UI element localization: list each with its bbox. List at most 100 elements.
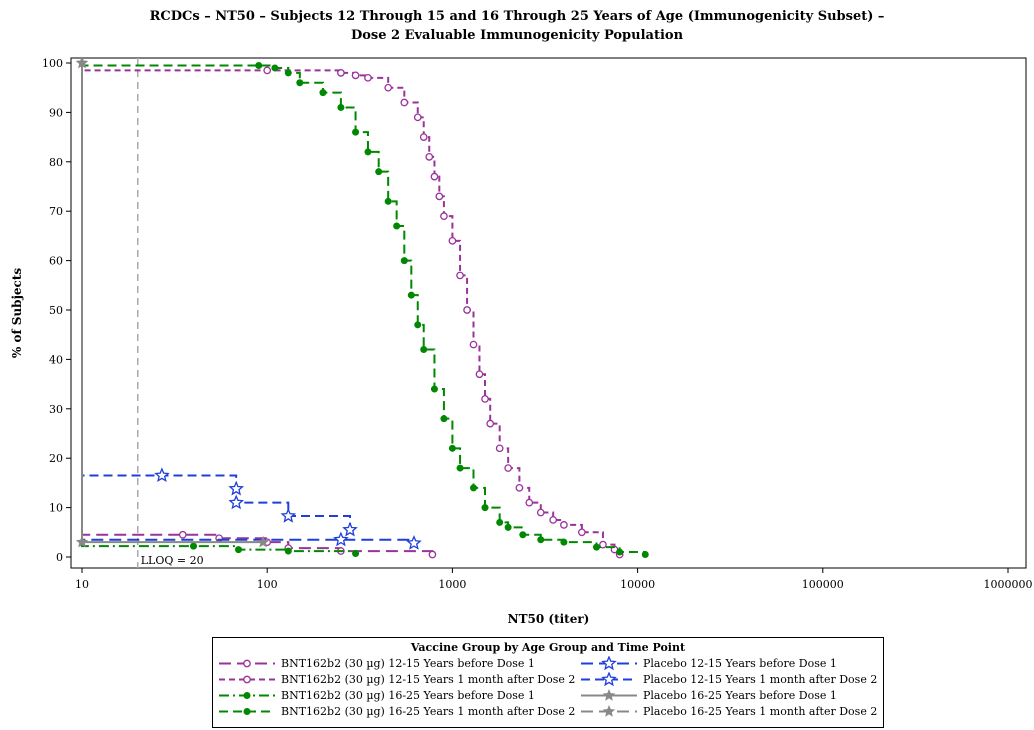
data-point [428, 550, 437, 559]
y-tick-label: 100 [42, 57, 63, 70]
data-point [400, 257, 408, 265]
legend: Vaccine Group by Age Group and Time Poin… [212, 637, 884, 728]
legend-label: Placebo 12-15 Years before Dose 1 [643, 657, 837, 670]
x-tick-label: 10000 [620, 578, 655, 591]
legend-label: Placebo 12-15 Years 1 month after Dose 2 [643, 673, 878, 686]
chart-title-line2: Dose 2 Evaluable Immunogenicity Populati… [350, 28, 684, 43]
data-point [456, 271, 464, 280]
data-point [560, 521, 568, 529]
plot-frame [70, 57, 1027, 569]
data-point [601, 656, 617, 671]
data-point [413, 113, 422, 122]
chart-title-line1: RCDCs – NT50 – Subjects 12 Through 15 an… [149, 9, 885, 24]
series-line [81, 63, 434, 555]
data-point [243, 675, 251, 684]
y-tick-label: 0 [56, 551, 63, 564]
legend-label: Placebo 16-25 Years before Dose 1 [643, 689, 837, 702]
data-point [549, 516, 558, 524]
data-point [228, 494, 244, 510]
data-point [154, 467, 170, 483]
legend-label: BNT162b2 (30 µg) 16-25 Years 1 month aft… [281, 705, 576, 718]
series-line [81, 63, 621, 555]
y-tick-label: 60 [49, 255, 63, 268]
data-point [342, 521, 358, 537]
y-tick-label: 40 [49, 353, 63, 366]
x-tick-label: 1000 [438, 578, 466, 591]
data-point [333, 531, 349, 547]
data-point [255, 61, 263, 69]
data-point [519, 531, 527, 539]
y-tick-label: 90 [49, 106, 63, 119]
data-point [280, 507, 297, 523]
x-tick-label: 10 [75, 578, 89, 591]
data-point [430, 172, 439, 181]
data-point [351, 71, 360, 80]
y-tick-label: 70 [49, 205, 63, 218]
data-point [243, 708, 251, 715]
data-point [602, 705, 616, 717]
data-point [440, 415, 448, 423]
data-point [430, 385, 438, 393]
series-3 [81, 63, 360, 558]
series-8 [75, 56, 89, 69]
data-point [256, 535, 270, 548]
data-point [393, 222, 401, 230]
legend-swatch [219, 708, 275, 715]
data-point [243, 692, 251, 699]
data-point [470, 484, 478, 492]
data-point [284, 69, 292, 77]
data-point [475, 370, 484, 379]
data-point [364, 148, 372, 156]
legend-label: Placebo 16-25 Years 1 month after Dose 2 [643, 705, 878, 718]
data-point [419, 133, 428, 141]
data-point [504, 464, 513, 472]
data-point [228, 480, 245, 496]
data-point [599, 540, 607, 549]
data-point [319, 89, 327, 97]
rcdc-line-chart: 10 100 1000 10000 100000 1000000 0 10 20 30 40 50 60… [10, 56, 1033, 626]
legend-swatch [219, 692, 275, 699]
lloq-label: LLOQ = 20 [141, 554, 204, 567]
y-tick-label: 80 [49, 156, 63, 169]
data-point [425, 153, 434, 161]
data-point [616, 548, 624, 556]
y-tick-label: 20 [49, 452, 63, 465]
legend-label: BNT162b2 (30 µg) 12-15 Years 1 month aft… [281, 673, 576, 686]
legend-swatch [581, 656, 637, 671]
data-point [486, 419, 495, 428]
data-point [537, 536, 545, 544]
y-tick-label: 30 [49, 403, 63, 416]
series-7 [75, 63, 270, 548]
data-point [420, 346, 428, 354]
data-point [352, 128, 360, 136]
data-point [407, 291, 415, 299]
data-point [384, 197, 392, 205]
data-point [284, 547, 292, 555]
data-point [271, 64, 279, 72]
data-point [469, 340, 478, 349]
x-tick-label: 1000000 [984, 578, 1033, 591]
data-point [515, 483, 524, 492]
data-point [235, 546, 243, 554]
series-1 [81, 63, 437, 559]
x-tick-label: 100 [257, 578, 278, 591]
data-point [384, 83, 393, 92]
data-point [243, 659, 251, 668]
data-point [481, 395, 489, 403]
y-tick-label: 50 [49, 304, 63, 317]
data-point [602, 689, 616, 701]
y-tick-label: 10 [49, 502, 63, 515]
x-tick-label: 100000 [802, 578, 844, 591]
data-point [536, 508, 545, 517]
data-point [406, 535, 422, 550]
data-point [504, 523, 512, 531]
data-point [352, 550, 360, 558]
series-2 [81, 63, 624, 559]
data-point [414, 321, 422, 329]
data-point [263, 66, 272, 75]
data-point [481, 504, 489, 512]
data-point [178, 530, 187, 539]
data-point [560, 538, 568, 546]
data-point [495, 444, 504, 453]
data-point [435, 192, 444, 201]
